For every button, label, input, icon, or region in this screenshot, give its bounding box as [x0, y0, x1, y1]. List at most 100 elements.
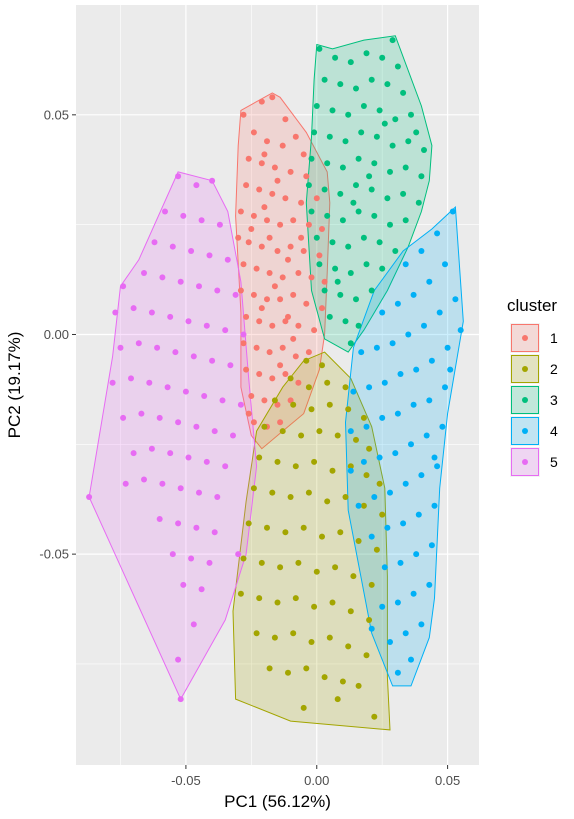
point-cluster-2 — [363, 652, 370, 659]
point-cluster-5 — [198, 586, 205, 593]
point-cluster-5 — [206, 252, 213, 259]
point-cluster-1 — [295, 379, 302, 386]
point-cluster-4 — [347, 467, 354, 474]
point-cluster-3 — [392, 116, 399, 123]
point-cluster-4 — [394, 669, 401, 676]
point-cluster-1 — [250, 212, 257, 219]
point-cluster-3 — [402, 217, 409, 224]
point-cluster-2 — [305, 384, 312, 391]
point-cluster-2 — [355, 538, 362, 544]
point-cluster-2 — [326, 401, 333, 408]
point-cluster-4 — [410, 401, 417, 408]
point-cluster-2 — [353, 436, 359, 443]
point-cluster-2 — [347, 463, 354, 470]
point-cluster-2 — [321, 674, 328, 681]
point-cluster-1 — [298, 234, 305, 241]
point-cluster-4 — [394, 300, 401, 307]
point-cluster-4 — [408, 441, 414, 448]
point-cluster-1 — [277, 362, 284, 369]
point-cluster-2 — [308, 406, 315, 413]
point-cluster-3 — [345, 243, 352, 250]
point-cluster-1 — [243, 313, 250, 320]
point-cluster-1 — [321, 278, 328, 285]
point-cluster-5 — [193, 524, 200, 531]
point-cluster-4 — [410, 291, 417, 298]
point-cluster-1 — [290, 335, 297, 342]
point-cluster-3 — [376, 107, 383, 114]
point-cluster-1 — [266, 270, 273, 276]
point-cluster-3 — [347, 340, 354, 347]
point-cluster-3 — [389, 37, 396, 44]
point-cluster-2 — [332, 564, 339, 571]
point-cluster-5 — [196, 283, 202, 290]
point-cluster-1 — [282, 318, 289, 325]
point-cluster-3 — [332, 265, 339, 272]
point-cluster-1 — [256, 371, 263, 377]
point-cluster-2 — [277, 564, 284, 571]
point-cluster-3 — [353, 85, 359, 92]
point-cluster-1 — [287, 243, 294, 250]
point-cluster-2 — [363, 472, 370, 479]
point-cluster-3 — [379, 265, 386, 272]
point-cluster-3 — [347, 270, 354, 276]
point-cluster-1 — [240, 261, 247, 268]
x-tick-label: -0.05 — [171, 773, 201, 788]
point-cluster-5 — [214, 494, 221, 500]
point-cluster-1 — [250, 129, 257, 136]
point-cluster-1 — [313, 195, 320, 202]
point-cluster-1 — [261, 151, 268, 158]
point-cluster-4 — [426, 581, 433, 588]
point-cluster-5 — [130, 450, 137, 457]
point-cluster-1 — [253, 344, 260, 351]
point-cluster-3 — [321, 287, 328, 294]
point-cluster-2 — [311, 603, 318, 610]
point-cluster-1 — [245, 155, 252, 162]
point-cluster-1 — [235, 234, 242, 241]
point-cluster-2 — [334, 696, 341, 703]
point-cluster-5 — [201, 393, 208, 399]
point-cluster-3 — [421, 147, 427, 153]
point-cluster-5 — [190, 353, 197, 360]
point-cluster-5 — [175, 419, 182, 426]
point-cluster-5 — [141, 476, 147, 483]
point-cluster-2 — [282, 529, 289, 536]
legend: cluster 1 2 3 4 5 — [507, 296, 558, 477]
point-cluster-1 — [287, 168, 294, 175]
point-cluster-5 — [128, 375, 134, 382]
point-cluster-1 — [274, 177, 281, 184]
point-cluster-1 — [269, 322, 276, 329]
point-cluster-1 — [277, 419, 284, 426]
point-cluster-1 — [305, 221, 312, 228]
point-cluster-5 — [175, 656, 182, 663]
point-cluster-1 — [319, 226, 325, 232]
point-cluster-3 — [400, 190, 407, 197]
point-cluster-2 — [319, 362, 325, 369]
point-cluster-1 — [285, 313, 291, 320]
point-cluster-5 — [206, 559, 213, 566]
point-cluster-3 — [313, 234, 320, 241]
point-cluster-4 — [379, 414, 386, 421]
point-cluster-4 — [413, 551, 420, 558]
point-cluster-5 — [209, 357, 216, 364]
point-cluster-1 — [287, 397, 294, 404]
point-cluster-5 — [188, 555, 195, 562]
point-cluster-3 — [353, 182, 359, 189]
legend-key-point — [522, 335, 528, 341]
point-cluster-4 — [426, 278, 433, 285]
point-cluster-4 — [428, 542, 435, 549]
point-cluster-2 — [290, 630, 297, 637]
point-cluster-5 — [177, 485, 184, 492]
point-cluster-4 — [421, 322, 427, 329]
point-cluster-2 — [347, 608, 354, 615]
point-cluster-2 — [271, 397, 278, 404]
point-cluster-3 — [311, 129, 318, 136]
point-cluster-5 — [169, 551, 176, 558]
point-cluster-5 — [86, 494, 93, 500]
point-cluster-5 — [141, 270, 147, 276]
y-tick-label: 0.00 — [44, 327, 69, 342]
hull-cluster-4 — [344, 206, 464, 687]
point-cluster-4 — [363, 423, 370, 430]
point-cluster-4 — [436, 309, 443, 316]
point-cluster-4 — [405, 331, 412, 338]
point-cluster-4 — [373, 344, 380, 351]
